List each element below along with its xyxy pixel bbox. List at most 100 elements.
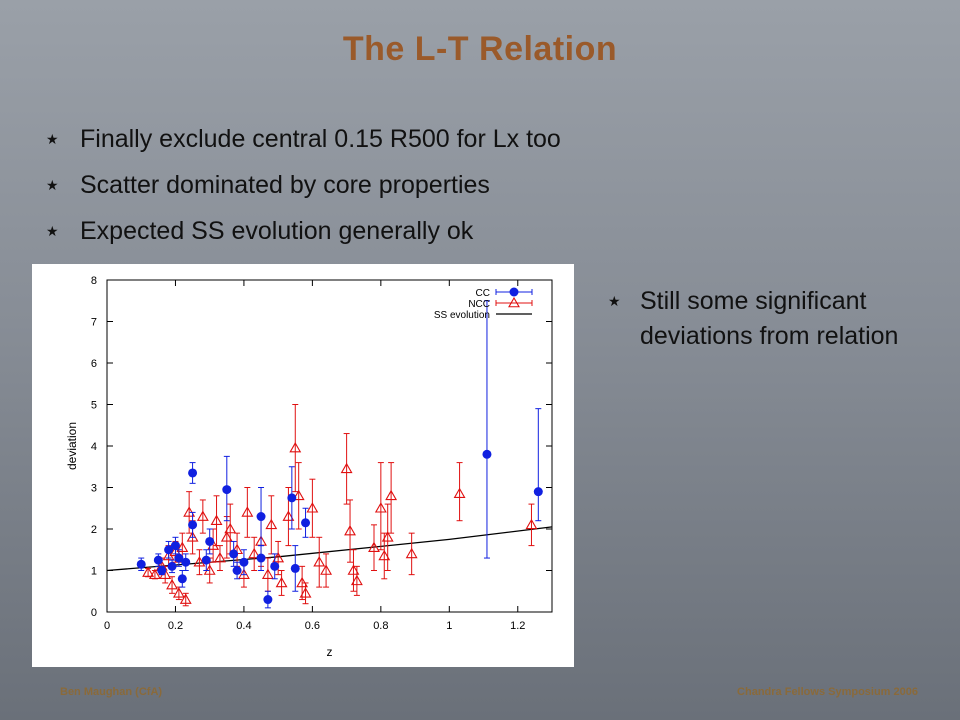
legend-label: SS evolution — [434, 310, 490, 321]
legend-label: NCC — [468, 299, 490, 310]
cc-point-marker — [482, 449, 492, 459]
x-tick-label: 0.6 — [305, 620, 320, 632]
ncc-point-marker — [272, 551, 285, 563]
ncc-point-marker — [183, 506, 196, 517]
cc-point-marker — [256, 512, 266, 522]
ncc-point-marker — [344, 524, 356, 536]
x-tick-label: 0.2 — [168, 620, 183, 632]
ncc-point-marker — [237, 568, 250, 579]
cc-point-marker — [263, 595, 273, 605]
cc-point-marker — [229, 549, 239, 559]
ncc-point-marker — [347, 564, 360, 575]
y-axis-label: deviation — [65, 422, 79, 470]
x-tick-label: 0.8 — [373, 620, 388, 632]
side-bullet-text: Still some significant deviations from r… — [640, 287, 899, 350]
ncc-point-marker — [350, 574, 363, 586]
y-tick-label: 1 — [91, 566, 97, 578]
ncc-point-marker — [296, 576, 309, 588]
y-tick-label: 4 — [91, 441, 97, 453]
cc-point-marker — [290, 563, 300, 573]
star-bullet-icon: ★ — [46, 177, 59, 193]
cc-point-marker — [188, 468, 198, 478]
cc-point-marker — [188, 520, 198, 530]
x-tick-label: 1 — [446, 620, 452, 632]
ncc-point-marker — [166, 578, 178, 590]
cc-point-marker — [164, 545, 174, 555]
ncc-point-marker — [248, 547, 261, 559]
ncc-point-marker — [203, 564, 216, 575]
ss-evolution-line — [106, 526, 553, 572]
y-tick-label: 0 — [91, 607, 97, 619]
ncc-point-marker — [176, 541, 189, 552]
ncc-point-marker — [313, 556, 326, 567]
ncc-point-marker — [306, 502, 319, 513]
ncc-point-marker — [340, 462, 353, 474]
ncc-point-marker — [214, 551, 226, 563]
cc-point-marker — [177, 574, 187, 584]
ncc-point-marker — [241, 506, 254, 517]
ncc-point-marker — [186, 531, 199, 542]
cc-point-marker — [170, 541, 180, 551]
ncc-point-marker — [292, 489, 305, 501]
ncc-point-marker — [261, 568, 274, 579]
ncc-point-marker — [224, 522, 237, 534]
x-tick-label: 1.2 — [510, 620, 525, 632]
cc-point-marker — [239, 557, 249, 567]
ncc-point-marker — [299, 587, 312, 598]
bullet-text: Finally exclude central 0.15 R500 for Lx… — [80, 125, 561, 153]
x-tick-label: 0.4 — [236, 620, 251, 632]
cc-point-marker — [256, 553, 266, 563]
ncc-point-marker — [368, 541, 380, 552]
ncc-point-marker — [525, 518, 538, 530]
cc-point-marker — [201, 555, 211, 565]
y-tick-label: 8 — [91, 275, 97, 287]
legend-ncc-marker — [508, 296, 520, 308]
ncc-point-marker — [210, 514, 223, 526]
cc-point-marker — [157, 566, 167, 575]
ncc-point-marker — [179, 593, 192, 604]
ncc-point-marker — [220, 531, 233, 542]
cc-point-marker — [533, 487, 543, 497]
ncc-point-marker — [320, 564, 333, 575]
cc-point-marker — [136, 559, 146, 569]
ncc-point-marker — [172, 587, 185, 598]
y-tick-label: 2 — [91, 524, 97, 536]
cc-point-marker — [181, 557, 191, 567]
ncc-point-marker — [148, 568, 161, 579]
ncc-point-marker — [405, 547, 418, 559]
star-bullet-icon: ★ — [608, 293, 621, 309]
footer-event: Chandra Fellows Symposium 2006 — [737, 686, 918, 698]
y-tick-label: 3 — [91, 483, 97, 495]
cc-point-marker — [153, 555, 163, 565]
cc-point-marker — [167, 561, 177, 571]
deviation-scatter-chart: 0 1 2 3 4 5 6 7 8 0 0.2 0.4 0.6 0.8 1 1.2 z deviation CCNC… — [65, 275, 553, 659]
y-tick-label: 6 — [91, 358, 97, 370]
cc-point-marker — [232, 566, 242, 575]
cc-point-marker — [174, 553, 184, 563]
star-bullet-icon: ★ — [46, 223, 59, 239]
chart-panel: 0 1 2 3 4 5 6 7 8 0 0.2 0.4 0.6 0.8 1 1.2 z deviation CC NC… — [32, 264, 574, 667]
footer-author: Ben Maughan (CfA) — [60, 686, 163, 698]
y-tick-label: 5 — [91, 400, 97, 412]
bullet-item: ★ Scatter dominated by core properties — [46, 166, 561, 212]
bullet-text: Expected SS evolution generally ok — [80, 217, 474, 245]
bullet-text: Scatter dominated by core properties — [80, 171, 490, 199]
ncc-point-marker — [381, 531, 394, 542]
side-bullet-list: ★ Still some significant deviations from … — [608, 284, 948, 354]
y-tick-label: 7 — [91, 317, 97, 329]
cc-point-marker — [287, 493, 297, 503]
legend-label: CC — [476, 288, 490, 299]
slide-title: The L-T Relation — [342, 30, 618, 68]
ncc-point-marker — [193, 556, 206, 567]
ncc-point-marker — [142, 566, 155, 577]
x-tick-label: 0 — [104, 620, 110, 632]
ncc-point-marker — [275, 576, 288, 588]
bullet-list: ★ Finally exclude central 0.15 R500 for L… — [46, 120, 561, 258]
ncc-point-marker — [385, 489, 398, 501]
star-bullet-icon: ★ — [46, 131, 59, 147]
cc-point-marker — [222, 485, 232, 495]
ncc-point-marker — [374, 502, 387, 513]
ncc-point-marker — [453, 487, 466, 499]
cc-point-marker — [205, 536, 215, 546]
bullet-item: ★ Expected SS evolution generally ok — [46, 212, 561, 258]
